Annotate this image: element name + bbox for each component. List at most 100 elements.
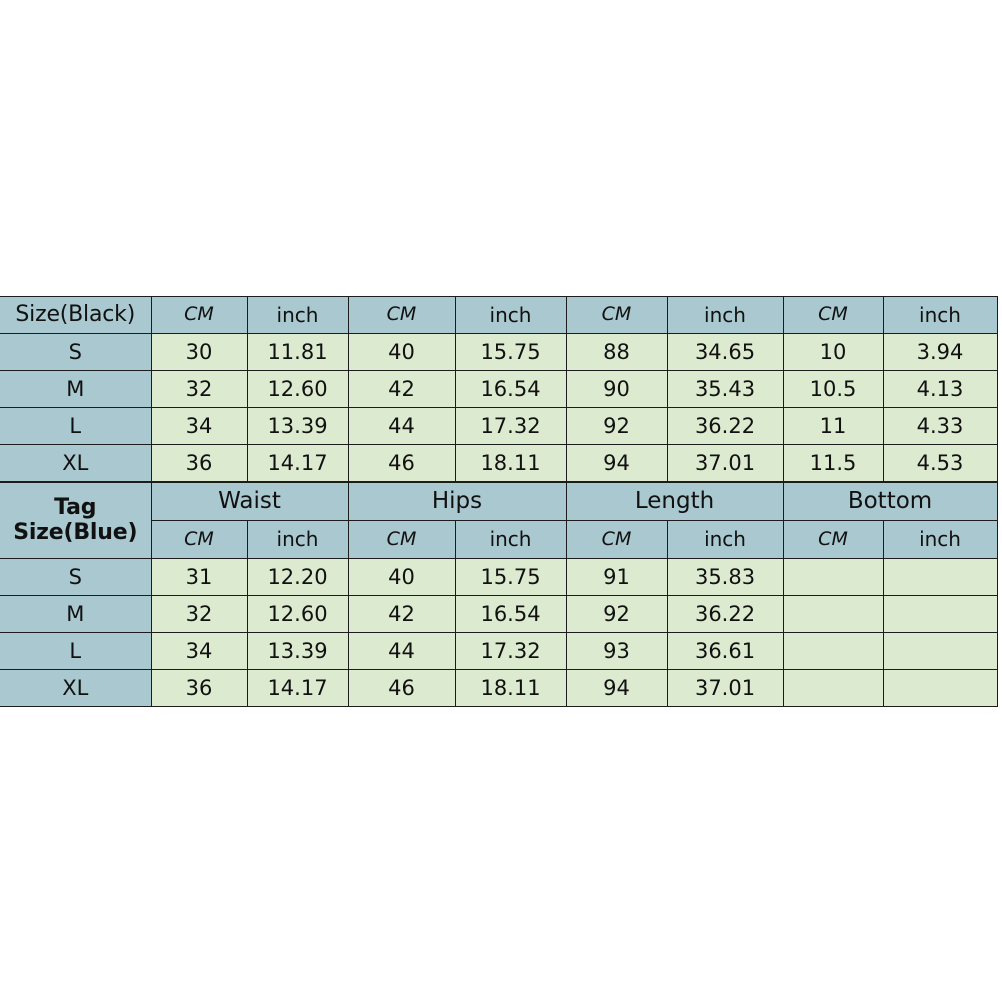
table-black-size-label: XL — [0, 444, 152, 482]
table-row: M 32 12.60 42 16.54 90 35.43 10.5 4.13 — [0, 370, 998, 408]
table-blue-cell: 36 — [150, 669, 248, 707]
table-blue-size-label: M — [0, 595, 152, 633]
table-black-cell: 3.94 — [882, 333, 998, 371]
table-blue-group-bottom: Bottom — [782, 482, 998, 521]
table-black-cell: 4.13 — [882, 370, 998, 408]
table-black-cell: 35.43 — [666, 370, 784, 408]
table-blue-cell: 36.22 — [666, 595, 784, 633]
table-row: L 34 13.39 44 17.32 92 36.22 11 4.33 — [0, 407, 998, 445]
table-black-unit-header-7: CM — [782, 296, 884, 334]
table-black-cell: 34 — [150, 407, 248, 445]
table-row: M 32 12.60 42 16.54 92 36.22 — [0, 595, 998, 633]
table-blue-cell: 12.60 — [246, 595, 349, 633]
table-blue-cell: 18.11 — [454, 669, 567, 707]
table-blue-cell — [882, 558, 998, 596]
table-blue-size-label: S — [0, 558, 152, 596]
table-black-cell: 13.39 — [246, 407, 349, 445]
table-blue-cell: 17.32 — [454, 632, 567, 670]
table-blue-group-header-row: Tag Size(Blue) Waist Hips Length Bottom — [0, 482, 998, 559]
table-blue-cell: 13.39 — [246, 632, 349, 670]
table-blue-size-label: L — [0, 632, 152, 670]
table-black-cell: 11 — [782, 407, 884, 445]
table-blue-unit-header-6: inch — [666, 520, 784, 559]
table-blue-cell: 46 — [347, 669, 456, 707]
table-blue-corner-label-line1: Tag — [54, 494, 97, 520]
table-row: S 30 11.81 40 15.75 88 34.65 10 3.94 — [0, 333, 998, 371]
table-black-cell: 4.33 — [882, 407, 998, 445]
table-blue-unit-header-3: CM — [347, 520, 456, 559]
table-row: L 34 13.39 44 17.32 93 36.61 — [0, 632, 998, 670]
table-blue-cell: 15.75 — [454, 558, 567, 596]
table-black-size-label: S — [0, 333, 152, 371]
table-black-cell: 92 — [565, 407, 668, 445]
table-blue-size-label: XL — [0, 669, 152, 707]
table-blue-cell: 12.20 — [246, 558, 349, 596]
table-blue-corner-label: Tag Size(Blue) — [0, 482, 152, 559]
table-black-cell: 10 — [782, 333, 884, 371]
table-blue-unit-header-5: CM — [565, 520, 668, 559]
table-black-cell: 88 — [565, 333, 668, 371]
table-blue-cell: 42 — [347, 595, 456, 633]
table-blue-cell: 35.83 — [666, 558, 784, 596]
table-blue-cell — [782, 558, 884, 596]
table-black-cell: 11.5 — [782, 444, 884, 482]
table-blue-unit-header-2: inch — [246, 520, 349, 559]
table-black-cell: 11.81 — [246, 333, 349, 371]
table-row: S 31 12.20 40 15.75 91 35.83 — [0, 558, 998, 596]
table-black-cell: 14.17 — [246, 444, 349, 482]
table-blue-cell: 93 — [565, 632, 668, 670]
table-black-size-label: M — [0, 370, 152, 408]
table-blue-group-hips: Hips — [347, 482, 567, 521]
table-black-cell: 15.75 — [454, 333, 567, 371]
table-blue-cell: 31 — [150, 558, 248, 596]
table-black-unit-header-6: inch — [666, 296, 784, 334]
table-black-cell: 34.65 — [666, 333, 784, 371]
size-chart: Size(Black) CM inch CM inch CM inch CM i… — [0, 296, 998, 707]
table-black-unit-header-5: CM — [565, 296, 668, 334]
table-blue-cell — [782, 632, 884, 670]
table-blue-unit-header-7: CM — [782, 520, 884, 559]
table-black-cell: 10.5 — [782, 370, 884, 408]
table-blue-cell — [782, 669, 884, 707]
table-black-size-label: L — [0, 407, 152, 445]
table-blue-cell: 37.01 — [666, 669, 784, 707]
table-black-cell: 42 — [347, 370, 456, 408]
table-black-unit-header-3: CM — [347, 296, 456, 334]
table-black-cell: 17.32 — [454, 407, 567, 445]
table-black-unit-header-4: inch — [454, 296, 567, 334]
table-black-cell: 90 — [565, 370, 668, 408]
table-blue-cell: 34 — [150, 632, 248, 670]
table-blue-cell — [782, 595, 884, 633]
table-black-cell: 37.01 — [666, 444, 784, 482]
table-black-cell: 94 — [565, 444, 668, 482]
table-blue-cell — [882, 632, 998, 670]
table-blue-cell — [882, 669, 998, 707]
table-blue-unit-header-1: CM — [151, 520, 248, 559]
table-blue-cell: 91 — [565, 558, 668, 596]
table-blue-cell: 16.54 — [454, 595, 567, 633]
table-row: XL 36 14.17 46 18.11 94 37.01 — [0, 669, 998, 707]
table-blue-cell — [882, 595, 998, 633]
table-blue-cell: 32 — [150, 595, 248, 633]
table-black-cell: 36 — [150, 444, 248, 482]
table-black-unit-header-8: inch — [882, 296, 998, 334]
table-blue-cell: 36.61 — [666, 632, 784, 670]
table-black-cell: 46 — [347, 444, 456, 482]
table-black-cell: 4.53 — [882, 444, 998, 482]
table-blue-unit-header-4: inch — [454, 520, 567, 559]
table-black-cell: 44 — [347, 407, 456, 445]
table-blue-group-waist: Waist — [150, 482, 349, 521]
table-black-corner-label: Size(Black) — [0, 296, 152, 334]
size-table-black: Size(Black) CM inch CM inch CM inch CM i… — [0, 296, 998, 482]
table-black-cell: 16.54 — [454, 370, 567, 408]
table-black-cell: 18.11 — [454, 444, 567, 482]
table-black-cell: 12.60 — [246, 370, 349, 408]
table-black-cell: 40 — [347, 333, 456, 371]
table-row: XL 36 14.17 46 18.11 94 37.01 11.5 4.53 — [0, 444, 998, 482]
size-table-blue: Tag Size(Blue) Waist Hips Length Bottom … — [0, 482, 998, 707]
table-blue-cell: 14.17 — [246, 669, 349, 707]
table-blue-cell: 94 — [565, 669, 668, 707]
table-black-cell: 32 — [150, 370, 248, 408]
table-black-cell: 36.22 — [666, 407, 784, 445]
